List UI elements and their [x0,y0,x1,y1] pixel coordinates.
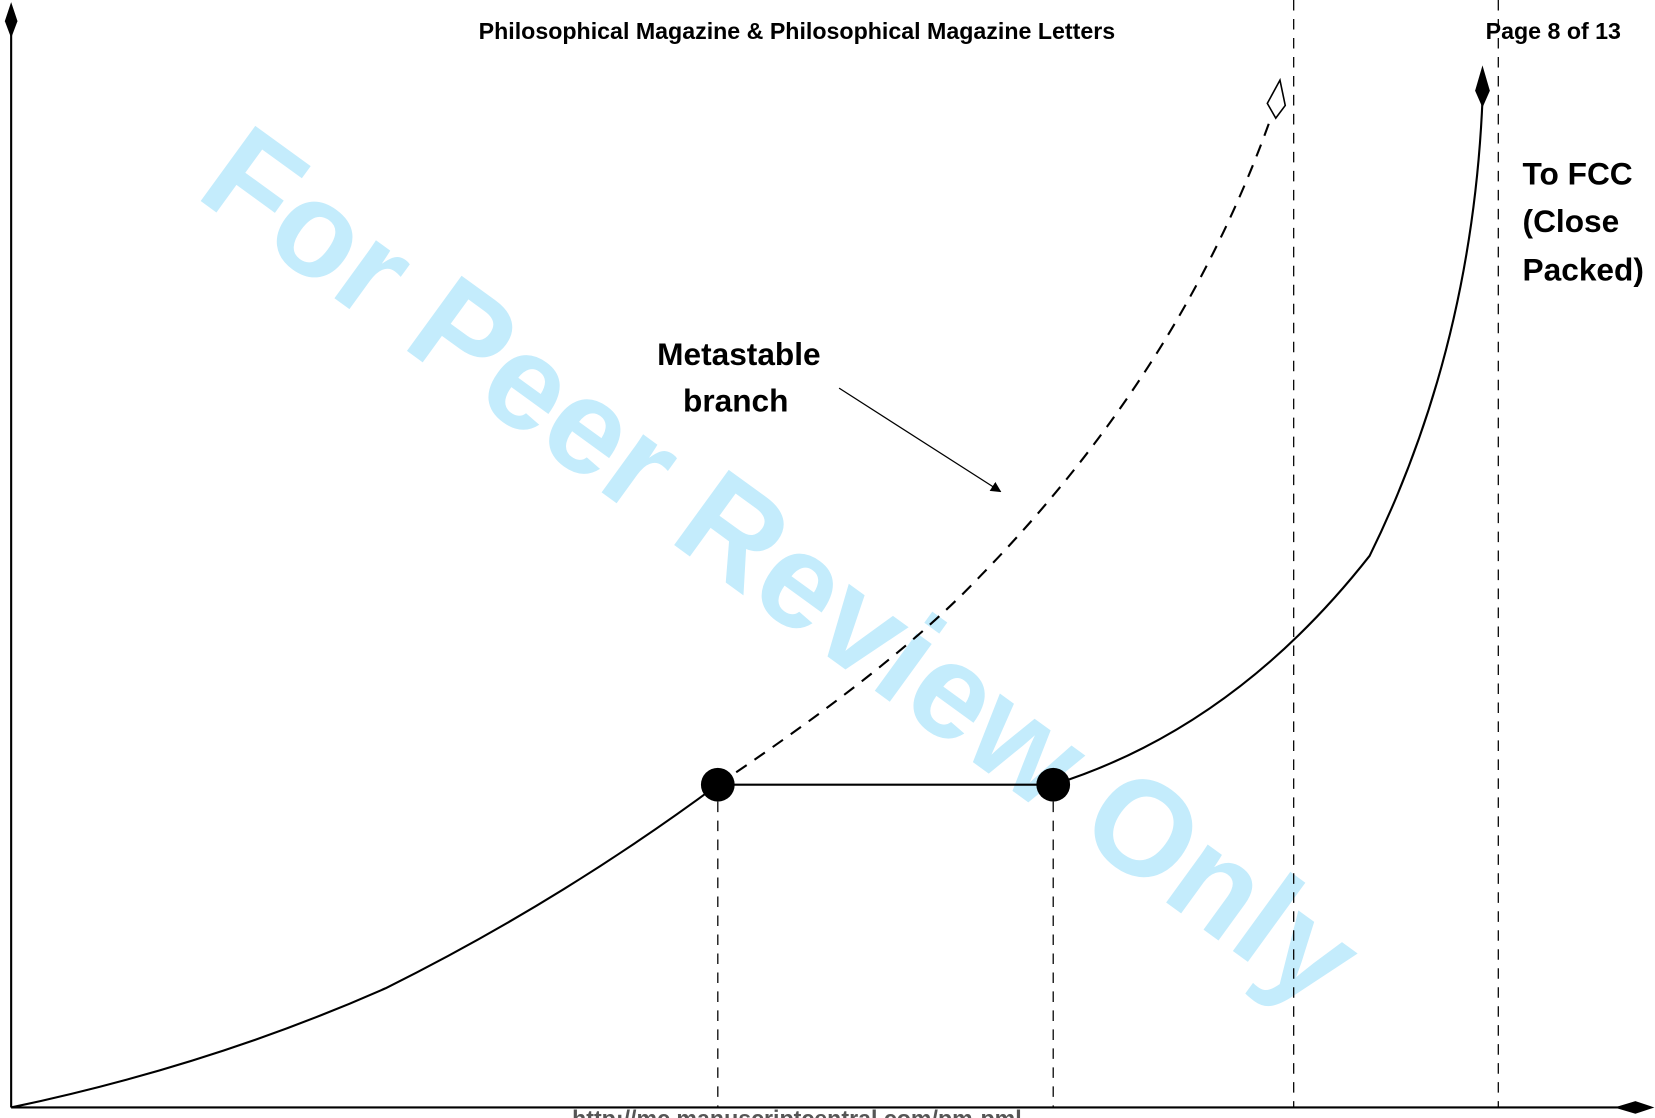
fcc-label: To FCC [1523,156,1633,192]
x-arrow [1614,1101,1655,1114]
y-arrow [4,2,18,38]
page-number: Page 8 of 13 [1486,18,1621,44]
coexistence-point [700,767,735,802]
metastable-label: branch [683,382,788,418]
coexistence-point [1036,767,1071,802]
stable-curve-low [10,783,719,1109]
annotation-arrow [838,387,1002,493]
fcc-label: (Close [1523,203,1620,239]
curve-arrow [1475,65,1490,108]
stable-curve-high [1052,100,1484,786]
axes [4,2,1655,1114]
fcc-label: Packed) [1523,252,1644,288]
metastable-label: Metastable [657,336,820,372]
watermark: For Peer Review Only [176,97,1388,1035]
guides [717,0,1499,1108]
footer-url: http://mc.manuscriptcentral.com/pm-pml [572,1105,1022,1118]
metastable-arrow [1266,77,1287,120]
metastable-curve [717,115,1273,786]
header-title: Philosophical Magazine & Philosophical M… [479,18,1116,44]
